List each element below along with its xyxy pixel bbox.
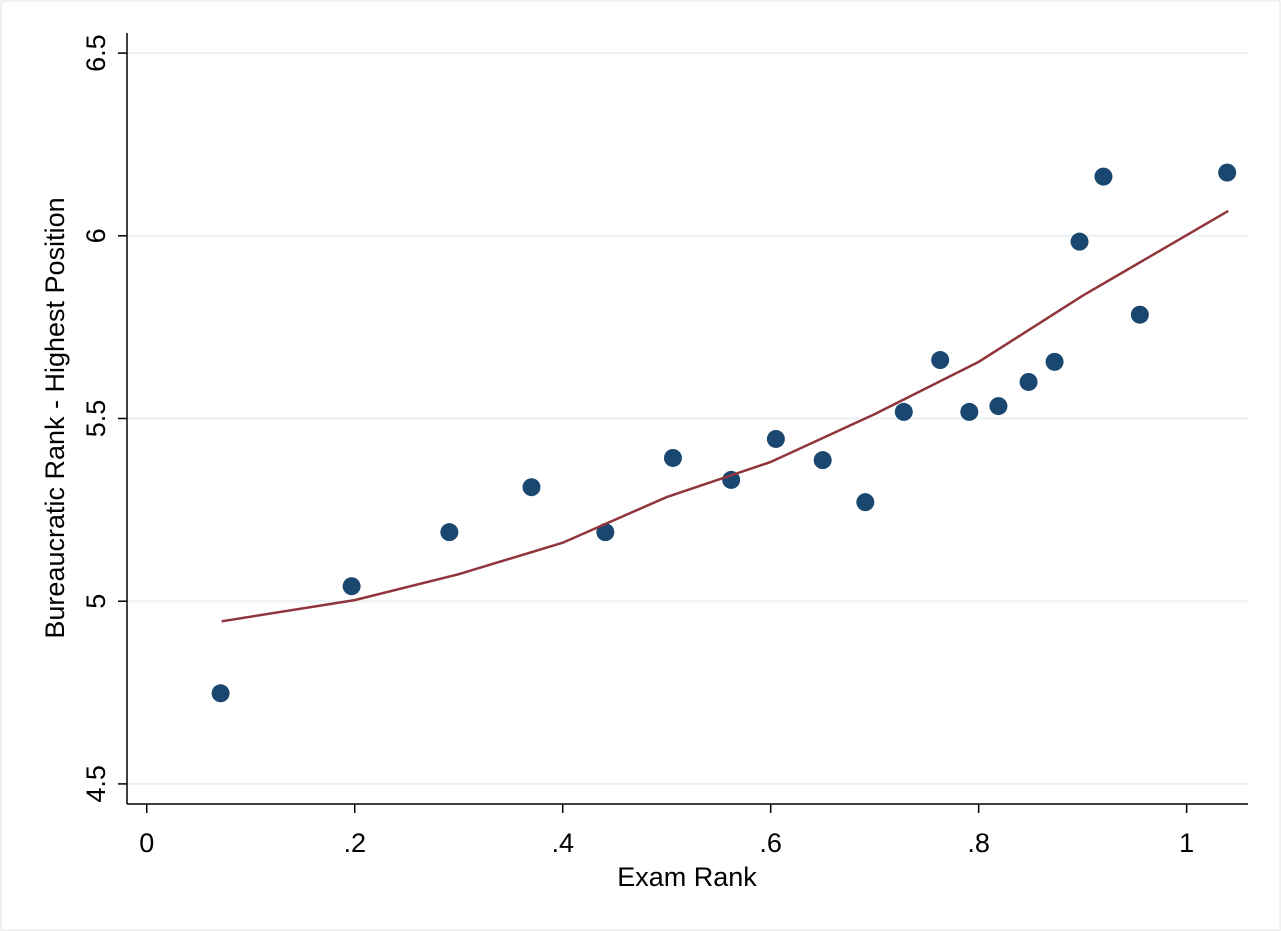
- x-tick-label: 1: [1179, 828, 1194, 858]
- point: [894, 402, 913, 421]
- point: [663, 448, 682, 467]
- point: [989, 397, 1008, 416]
- point: [960, 402, 979, 421]
- x-tick-label: 0: [139, 828, 154, 858]
- point: [1019, 372, 1038, 391]
- y-axis-label: Bureaucratic Rank - Highest Position: [40, 197, 70, 638]
- fit-line: [221, 209, 1229, 623]
- point: [1218, 163, 1237, 182]
- point: [931, 351, 950, 370]
- point: [440, 523, 459, 542]
- x-tick-label: .2: [343, 828, 366, 858]
- point: [1070, 232, 1089, 251]
- y-tick-label: 6: [81, 228, 111, 243]
- point: [522, 478, 541, 497]
- point: [813, 451, 832, 470]
- y-tick-label: 5.5: [81, 400, 111, 438]
- point: [1094, 167, 1113, 186]
- x-tick-label: .6: [759, 828, 782, 858]
- x-tick-label: .4: [551, 828, 574, 858]
- point: [722, 470, 741, 489]
- x-tick-label: .8: [967, 828, 990, 858]
- point: [342, 577, 361, 596]
- y-tick-label: 4.5: [81, 765, 111, 803]
- point: [596, 523, 615, 542]
- point: [766, 429, 785, 448]
- point: [1130, 305, 1149, 324]
- y-tick-label: 6.5: [81, 34, 111, 72]
- y-tick-label: 5: [81, 594, 111, 609]
- point: [1045, 352, 1064, 371]
- point: [211, 684, 230, 703]
- point: [856, 493, 875, 512]
- x-axis-label: Exam Rank: [617, 862, 757, 892]
